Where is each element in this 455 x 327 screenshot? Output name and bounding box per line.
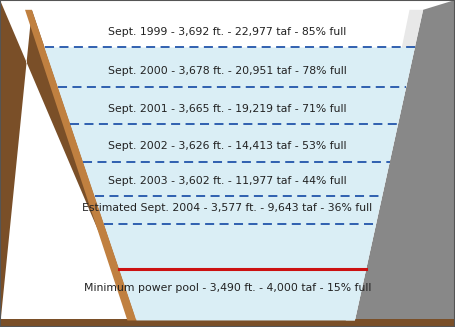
Text: Sept. 2003 - 3,602 ft. - 11,977 taf - 44% full: Sept. 2003 - 3,602 ft. - 11,977 taf - 44…	[108, 176, 347, 185]
Text: Minimum power pool - 3,490 ft. - 4,000 taf - 15% full: Minimum power pool - 3,490 ft. - 4,000 t…	[84, 283, 371, 293]
Polygon shape	[346, 10, 423, 320]
Text: Sept. 1999 - 3,692 ft. - 22,977 taf - 85% full: Sept. 1999 - 3,692 ft. - 22,977 taf - 85…	[108, 27, 347, 37]
Polygon shape	[45, 47, 415, 320]
Polygon shape	[0, 319, 455, 327]
Polygon shape	[25, 10, 136, 320]
Text: Sept. 2001 - 3,665 ft. - 19,219 taf - 71% full: Sept. 2001 - 3,665 ft. - 19,219 taf - 71…	[108, 104, 347, 113]
Polygon shape	[355, 0, 455, 327]
Polygon shape	[0, 0, 136, 327]
Text: Sept. 2002 - 3,626 ft. - 14,413 taf - 53% full: Sept. 2002 - 3,626 ft. - 14,413 taf - 53…	[108, 141, 347, 151]
Text: Sept. 2000 - 3,678 ft. - 20,951 taf - 78% full: Sept. 2000 - 3,678 ft. - 20,951 taf - 78…	[108, 66, 347, 76]
Text: Estimated Sept. 2004 - 3,577 ft. - 9,643 taf - 36% full: Estimated Sept. 2004 - 3,577 ft. - 9,643…	[82, 203, 373, 213]
